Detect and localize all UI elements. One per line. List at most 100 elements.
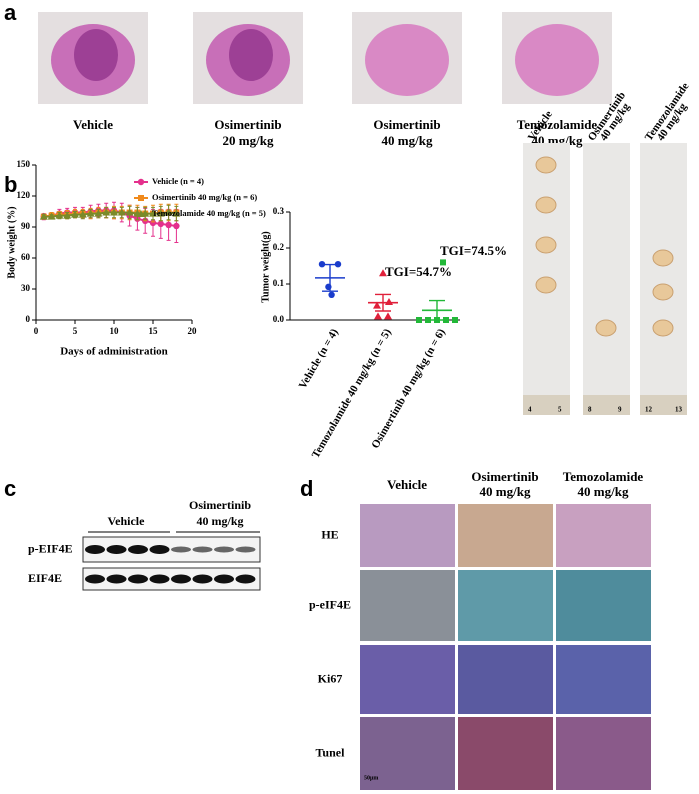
x-tick-label: 15 bbox=[149, 326, 159, 336]
band bbox=[128, 545, 148, 554]
tumor bbox=[652, 283, 674, 301]
y-tick-label: 0.1 bbox=[273, 278, 285, 288]
scale-bar-label: 50μm bbox=[364, 775, 378, 781]
panel-label: a bbox=[4, 0, 17, 25]
ruler-label: 5 bbox=[558, 406, 562, 414]
band bbox=[235, 574, 256, 584]
y-tick-label: 150 bbox=[17, 159, 31, 169]
band bbox=[85, 574, 105, 584]
tumor bbox=[535, 236, 557, 254]
group-label: Vehicle bbox=[108, 514, 146, 528]
band bbox=[106, 545, 127, 554]
tumor bbox=[74, 29, 118, 81]
marker bbox=[173, 222, 180, 230]
ihc-image bbox=[556, 504, 651, 567]
band bbox=[171, 546, 191, 553]
ruler-label: 9 bbox=[618, 406, 622, 414]
column-label: Temozolamide bbox=[563, 469, 644, 484]
error-bar bbox=[322, 263, 338, 292]
marker bbox=[385, 298, 393, 305]
x-tick-label: 0 bbox=[34, 326, 39, 336]
panel-label: b bbox=[4, 172, 17, 197]
row-label: p-eIF4E bbox=[309, 597, 351, 611]
caption: Osimertinib bbox=[214, 117, 281, 132]
ruler-label: 8 bbox=[588, 406, 592, 414]
caption: Vehicle bbox=[73, 117, 113, 132]
brain-slice bbox=[515, 24, 599, 96]
panel-label: d bbox=[300, 476, 313, 501]
tumor bbox=[595, 319, 617, 337]
group-label: Osimertinib bbox=[189, 498, 251, 512]
marker bbox=[86, 209, 95, 217]
ihc-image bbox=[360, 645, 455, 714]
annotation: TGI=54.7% bbox=[385, 264, 452, 279]
marker bbox=[379, 269, 387, 277]
category-label: Vehicle (n = 4) bbox=[297, 326, 341, 391]
annotation: TGI=74.5% bbox=[440, 243, 507, 258]
band bbox=[149, 545, 170, 554]
tumor bbox=[229, 29, 273, 81]
marker bbox=[373, 301, 381, 309]
band bbox=[192, 574, 213, 584]
tumor-photo bbox=[583, 143, 630, 415]
y-tick-label: 0 bbox=[26, 314, 31, 324]
band bbox=[214, 546, 234, 553]
ihc-image bbox=[458, 504, 553, 567]
legend-label: Temozolamide 40 mg/kg (n = 5) bbox=[152, 208, 266, 218]
y-tick-label: 60 bbox=[21, 252, 31, 262]
marker bbox=[125, 208, 134, 216]
marker bbox=[138, 195, 144, 201]
ruler bbox=[640, 395, 687, 415]
row-label: HE bbox=[321, 527, 338, 541]
marker bbox=[149, 209, 157, 217]
ihc-image bbox=[556, 645, 651, 714]
ruler-label: 4 bbox=[528, 406, 532, 414]
band bbox=[214, 574, 234, 584]
row-label: EIF4E bbox=[28, 571, 62, 585]
column-label: Osimertinib bbox=[471, 469, 538, 484]
marker bbox=[117, 208, 126, 216]
tumor bbox=[535, 276, 557, 294]
ruler bbox=[523, 395, 570, 415]
marker bbox=[55, 211, 64, 219]
band bbox=[128, 574, 148, 584]
row-label: Tunel bbox=[316, 745, 346, 759]
tumor bbox=[535, 156, 557, 174]
panel-label: c bbox=[4, 476, 16, 501]
caption: Osimertinib bbox=[373, 117, 440, 132]
caption: 20 mg/kg bbox=[223, 133, 274, 148]
y-tick-label: 90 bbox=[21, 221, 31, 231]
ruler-label: 12 bbox=[645, 406, 653, 414]
ihc-image bbox=[556, 570, 651, 641]
marker bbox=[149, 219, 157, 227]
marker bbox=[374, 312, 382, 320]
marker bbox=[71, 210, 79, 218]
ihc-image bbox=[360, 504, 455, 567]
marker bbox=[47, 212, 56, 220]
band bbox=[149, 574, 170, 584]
ihc-image bbox=[458, 645, 553, 714]
tumor bbox=[652, 249, 674, 267]
marker bbox=[425, 317, 431, 323]
ruler bbox=[583, 395, 630, 415]
marker bbox=[110, 208, 118, 216]
error-bar bbox=[429, 299, 445, 321]
marker bbox=[137, 210, 145, 217]
band bbox=[85, 545, 105, 554]
column-label: 40 mg/kg bbox=[578, 484, 629, 499]
error-bar bbox=[375, 293, 391, 312]
x-tick-label: 10 bbox=[110, 326, 120, 336]
marker bbox=[78, 210, 87, 218]
caption: 40 mg/kg bbox=[382, 133, 433, 148]
marker bbox=[63, 211, 72, 219]
y-axis-label: Tumor weight(g) bbox=[260, 231, 271, 302]
marker bbox=[452, 317, 458, 323]
band bbox=[192, 546, 213, 553]
marker bbox=[102, 208, 111, 216]
row-label: Ki67 bbox=[318, 671, 343, 685]
ihc-image bbox=[458, 570, 553, 641]
row-label: p-EIF4E bbox=[28, 541, 73, 555]
marker bbox=[172, 209, 181, 217]
ihc-image bbox=[360, 717, 455, 790]
x-axis-label: Days of administration bbox=[60, 346, 168, 358]
